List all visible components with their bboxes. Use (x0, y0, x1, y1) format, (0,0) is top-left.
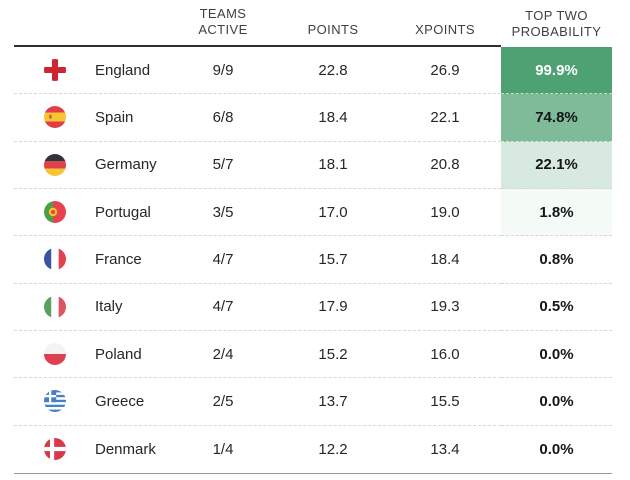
points-value: 18.4 (318, 108, 348, 126)
table-row-left: Poland 2/4 15.2 16.0 (14, 331, 501, 379)
table-row-left: Denmark 1/4 12.2 13.4 (14, 426, 501, 473)
table-row: France 4/7 15.7 18.4 0.8% (14, 236, 612, 284)
teams-active-value: 3/5 (212, 203, 234, 221)
table-header-left: TEAMS ACTIVE POINTS XPOINTS (14, 0, 501, 47)
flag-cell (14, 438, 95, 461)
portugal-flag-icon (44, 201, 95, 224)
header-prob-line2: PROBABILITY (511, 24, 602, 39)
top-two-probability-cell: 1.8% (501, 188, 612, 237)
flag-cell (14, 343, 95, 366)
header-teams-line1: TEAMS (199, 6, 247, 21)
flag-cell (14, 59, 95, 82)
table-row: Denmark 1/4 12.2 13.4 0.0% (14, 425, 612, 473)
table-row-left: Spain 6/8 18.4 22.1 (14, 94, 501, 142)
france-flag-icon (44, 248, 95, 271)
top-two-probability-cell: 0.5% (501, 283, 612, 331)
italy-flag-icon (44, 295, 95, 318)
top-two-probability-cell: 22.1% (501, 141, 612, 189)
column-header-xpoints: XPOINTS (415, 22, 475, 37)
xpoints-value: 19.0 (430, 203, 460, 221)
teams-active-value: 2/5 (212, 392, 234, 410)
table-row-left: England 9/9 22.8 26.9 (14, 47, 501, 95)
top-two-probability-cell: 0.8% (501, 236, 612, 284)
header-teams-line2: ACTIVE (198, 22, 248, 37)
flag-cell (14, 201, 95, 224)
country-label: Italy (95, 298, 123, 316)
xpoints-value: 16.0 (430, 345, 460, 363)
points-value: 15.2 (318, 345, 348, 363)
table-row: Portugal 3/5 17.0 19.0 1.8% (14, 188, 612, 237)
table-row-left: Greece 2/5 13.7 15.5 (14, 378, 501, 426)
teams-active-value: 4/7 (212, 250, 234, 268)
xpoints-value: 15.5 (430, 392, 460, 410)
flag-cell (14, 248, 95, 271)
xpoints-value: 19.3 (430, 298, 460, 316)
points-value: 12.2 (318, 440, 348, 458)
flag-cell (14, 390, 95, 413)
flag-cell (14, 295, 95, 318)
teams-active-value: 1/4 (212, 440, 234, 458)
header-prob-line1: TOP TWO (525, 8, 588, 23)
xpoints-value: 13.4 (430, 440, 460, 458)
points-value: 17.0 (318, 203, 348, 221)
country-label: France (95, 250, 142, 268)
table-row: England 9/9 22.8 26.9 99.9% (14, 47, 612, 95)
column-header-points: POINTS (307, 22, 359, 37)
teams-active-value: 4/7 (212, 298, 234, 316)
table-body: England 9/9 22.8 26.9 99.9% Spain 6/8 18… (14, 47, 612, 474)
table-row: Germany 5/7 18.1 20.8 22.1% (14, 141, 612, 189)
top-two-probability-cell: 0.0% (501, 425, 612, 473)
points-value: 15.7 (318, 250, 348, 268)
top-two-probability-cell: 0.0% (501, 330, 612, 379)
germany-flag-icon (44, 153, 95, 176)
xpoints-value: 26.9 (430, 61, 460, 79)
spain-flag-icon (44, 106, 95, 129)
table-row-left: Germany 5/7 18.1 20.8 (14, 142, 501, 189)
points-value: 13.7 (318, 392, 348, 410)
country-label: Poland (95, 345, 142, 363)
points-value: 17.9 (318, 298, 348, 316)
poland-flag-icon (44, 343, 95, 366)
column-header-top-two-probability: TOP TWO PROBABILITY (501, 0, 612, 47)
country-label: England (95, 61, 151, 79)
table-row: Italy 4/7 17.9 19.3 0.5% (14, 283, 612, 331)
table-row: Poland 2/4 15.2 16.0 0.0% (14, 330, 612, 379)
column-header-teams-active: TEAMS ACTIVE (169, 6, 277, 38)
xpoints-value: 20.8 (430, 156, 460, 174)
country-label: Denmark (95, 440, 156, 458)
country-label: Spain (95, 108, 134, 126)
teams-active-value: 6/8 (212, 108, 234, 126)
flag-cell (14, 153, 95, 176)
top-two-probability-cell: 74.8% (501, 94, 612, 142)
points-value: 18.1 (318, 156, 348, 174)
table-row: Spain 6/8 18.4 22.1 74.8% (14, 94, 612, 142)
country-label: Greece (95, 392, 145, 410)
country-label: Germany (95, 156, 157, 174)
xpoints-value: 18.4 (430, 250, 460, 268)
table-row: Greece 2/5 13.7 15.5 0.0% (14, 378, 612, 426)
country-label: Portugal (95, 203, 151, 221)
teams-active-value: 9/9 (212, 61, 234, 79)
teams-active-value: 5/7 (212, 156, 234, 174)
results-table: TEAMS ACTIVE POINTS XPOINTS TOP TWO PROB… (14, 0, 612, 474)
teams-active-value: 2/4 (212, 345, 234, 363)
top-two-probability-cell: 99.9% (501, 47, 612, 95)
table-row-left: Portugal 3/5 17.0 19.0 (14, 189, 501, 237)
points-value: 22.8 (318, 61, 348, 79)
england-flag-icon (44, 59, 95, 82)
table-row-left: France 4/7 15.7 18.4 (14, 236, 501, 284)
table-header-row: TEAMS ACTIVE POINTS XPOINTS TOP TWO PROB… (14, 0, 612, 47)
denmark-flag-icon (44, 438, 95, 461)
xpoints-value: 22.1 (430, 108, 460, 126)
top-two-probability-cell: 0.0% (501, 378, 612, 426)
flag-cell (14, 106, 95, 129)
table-row-left: Italy 4/7 17.9 19.3 (14, 284, 501, 331)
greece-flag-icon (44, 390, 95, 413)
